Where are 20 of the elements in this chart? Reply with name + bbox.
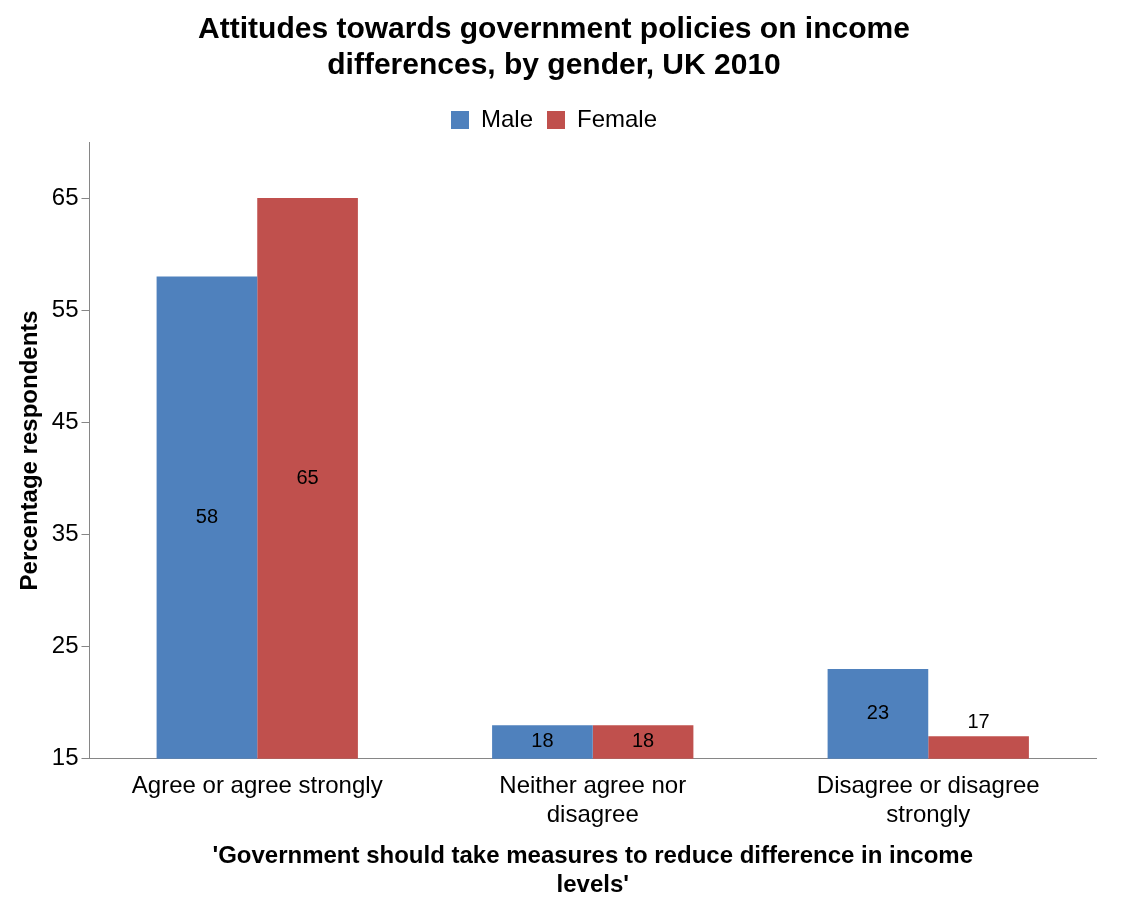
y-tick-label: 15 (51, 743, 79, 771)
x-tick-label: Neither agree nor disagree (499, 770, 687, 827)
data-label: 58 (195, 505, 219, 528)
chart-title: Attitudes towards government policies on income differences, by gender, UK 2010 (198, 11, 910, 81)
x-tick-label: Disagree or disagree strongly (816, 770, 1040, 827)
data-label: 17 (967, 709, 990, 732)
x-tick-label: Agree or agree strongly (131, 770, 383, 798)
y-tick-label: 55 (51, 294, 79, 322)
data-label: 65 (296, 465, 319, 488)
y-tick-label: 35 (51, 519, 79, 547)
data-label: 18 (631, 729, 655, 752)
y-tick-label: 45 (51, 406, 79, 434)
data-label: 23 (866, 701, 890, 724)
x-axis-title: 'Government should take measures to reduce difference in income levels' (212, 841, 974, 898)
legend-label: Male (480, 104, 534, 132)
y-tick-label: 25 (51, 631, 79, 659)
legend-label: Female (577, 104, 658, 132)
y-axis-title: Percentage respondents (15, 310, 43, 591)
y-tick-label: 65 (51, 182, 79, 210)
data-label: 18 (531, 729, 554, 752)
